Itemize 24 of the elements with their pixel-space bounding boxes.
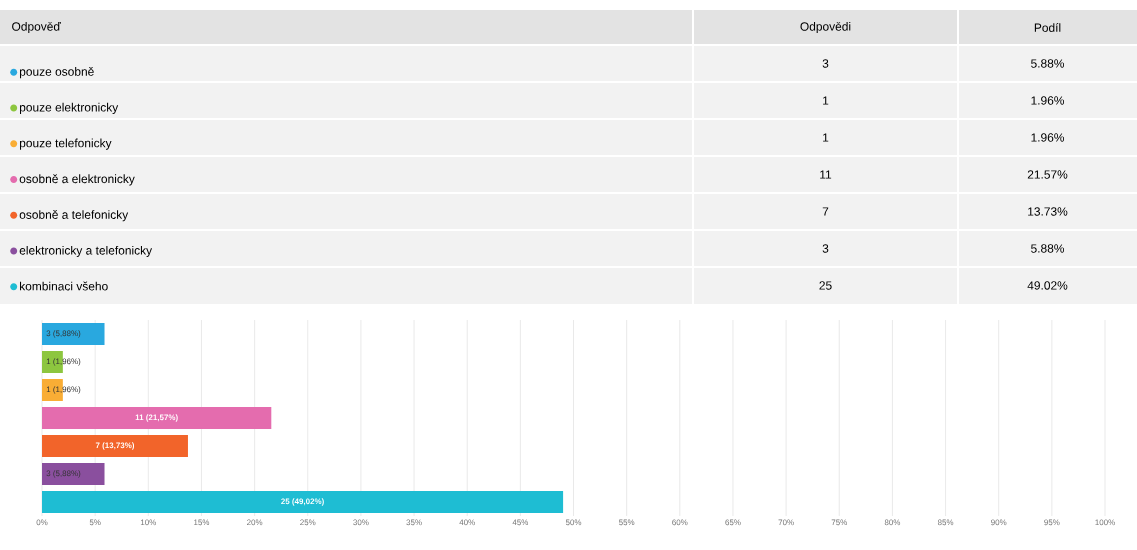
text: 1: [823, 96, 829, 105]
text: Odpovědi: [800, 21, 851, 34]
legend-label: osobně a telefonicky: [19, 210, 129, 222]
text: 5.88%: [1031, 244, 1065, 253]
legend-label: osobně a elektronicky: [19, 174, 135, 186]
text: Odpověď: [12, 21, 61, 34]
text: 1: [823, 133, 829, 142]
text: 5.88%: [1031, 59, 1065, 68]
text: 11: [820, 170, 832, 179]
text: 13.73%: [1028, 207, 1068, 216]
text: 21.57%: [1027, 170, 1068, 179]
text: 3: [822, 59, 829, 68]
legend-label: elektronicky a telefonicky: [19, 245, 153, 258]
legend-label: pouze osobně: [19, 67, 94, 79]
legend-label: pouze elektronicky: [19, 102, 119, 114]
text: 1.96%: [1031, 133, 1065, 142]
text: 7: [822, 207, 829, 216]
text: 25: [819, 281, 832, 290]
legend-label: kombinaci všeho: [20, 281, 108, 291]
text: 1.96%: [1031, 96, 1065, 105]
text: 3: [822, 244, 829, 253]
legend-label: pouze telefonicky: [19, 138, 112, 150]
text: 49.02%: [1027, 281, 1068, 290]
text: Podíl: [1034, 23, 1061, 32]
